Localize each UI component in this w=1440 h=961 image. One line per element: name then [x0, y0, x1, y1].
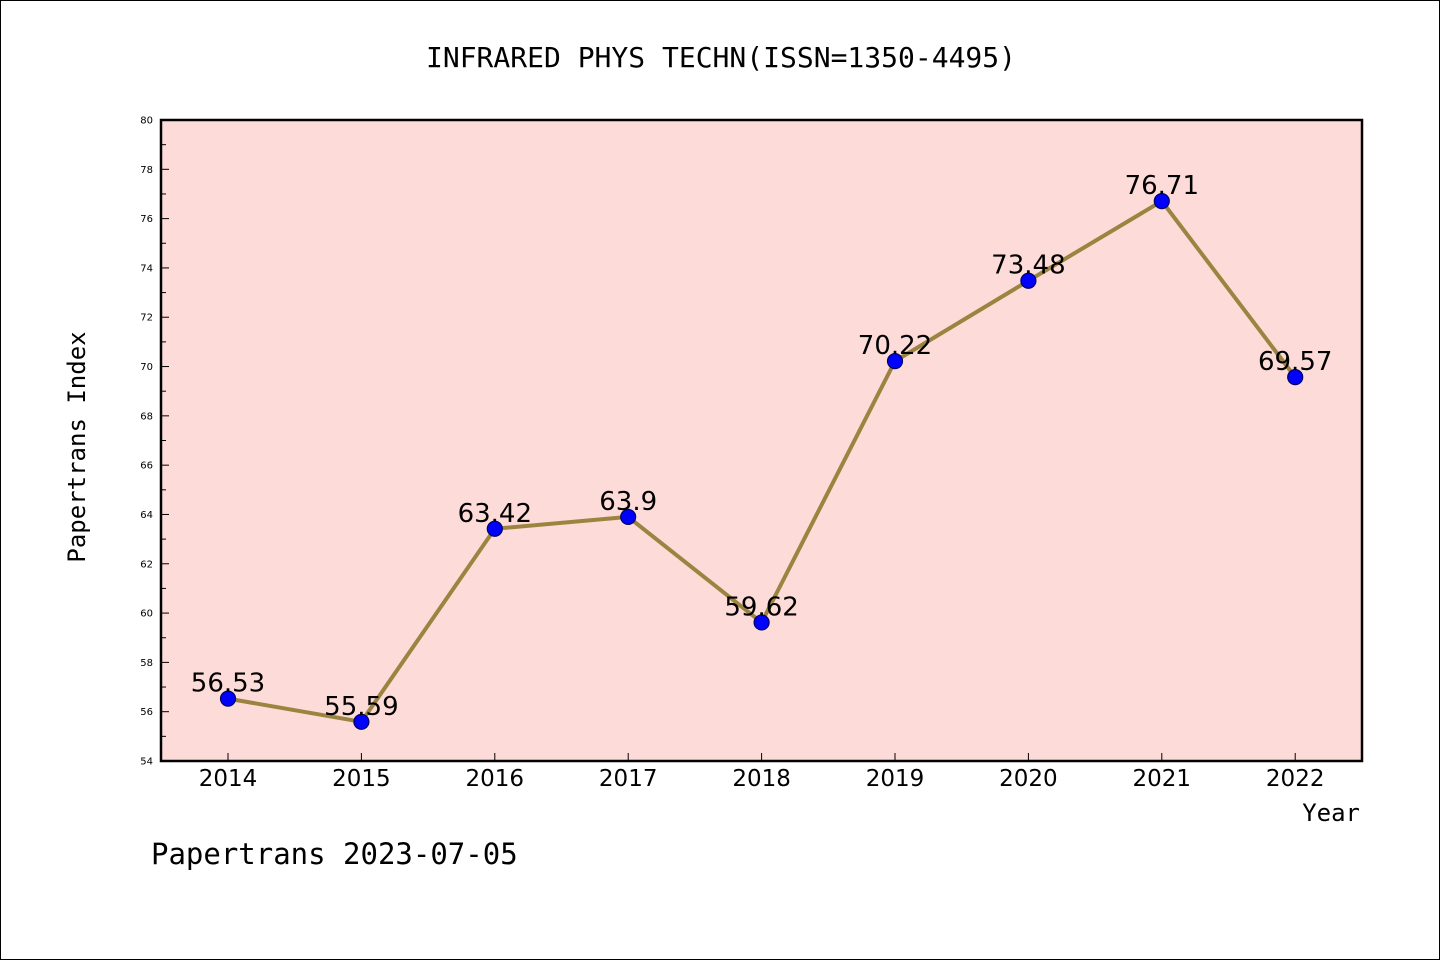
data-label-2019: 70.22 [858, 331, 932, 361]
y-tick-label-3: 60 [140, 609, 153, 620]
x-axis-label: Year [1302, 799, 1360, 827]
x-tick-label-4: 2018 [732, 766, 791, 792]
y-axis-label: Papertrans Index [63, 331, 91, 562]
data-labels-layer: 56.53 55.59 63.42 63.9 59.62 70.22 73.48 76.71 6… [191, 171, 1333, 722]
y-tick-label-13: 80 [140, 116, 153, 127]
x-tick-label-0: 2014 [199, 766, 258, 792]
x-tick-label-2: 2016 [466, 766, 525, 792]
data-point-2016 [486, 520, 503, 537]
series-layer [219, 193, 1304, 730]
data-label-2015: 55.59 [324, 692, 398, 722]
y-tick-label-6: 66 [140, 461, 153, 472]
x-tick-label-5: 2019 [866, 766, 925, 792]
data-point-2014 [219, 690, 237, 707]
y-tick-label-7: 68 [140, 411, 153, 422]
y-tick-label-1: 56 [140, 707, 153, 718]
data-point-2022 [1287, 369, 1304, 386]
y-axis-ticks: 54 56 58 60 62 64 66 68 70 72 74 76 78 80 [140, 116, 169, 768]
data-label-2022: 69.57 [1258, 347, 1332, 377]
chart-title: INFRARED PHYS TECHN(ISSN=1350-4495) [426, 41, 1016, 74]
data-label-2014: 56.53 [191, 669, 265, 699]
footer-watermark: Papertrans 2023-07-05 [151, 837, 518, 871]
data-label-2018: 59.62 [724, 592, 798, 622]
plot-area-background [161, 120, 1362, 761]
data-point-2017 [620, 508, 637, 526]
data-point-2019 [886, 353, 904, 370]
y-tick-label-5: 64 [140, 510, 153, 521]
data-label-2016: 63.42 [458, 499, 532, 529]
y-tick-label-4: 62 [140, 559, 153, 570]
data-point-2020 [1020, 272, 1037, 289]
x-tick-label-7: 2021 [1133, 766, 1192, 792]
x-tick-label-3: 2017 [599, 766, 658, 792]
x-tick-label-1: 2015 [332, 766, 391, 792]
x-axis-ticks: 2014 2015 2016 2017 2018 2019 2020 2021 2022 [199, 753, 1325, 792]
y-tick-label-10: 74 [140, 263, 153, 274]
data-label-2021: 76.71 [1125, 171, 1199, 201]
y-tick-label-11: 76 [140, 214, 153, 225]
data-point-2015 [353, 713, 370, 730]
y-tick-label-8: 70 [140, 362, 153, 373]
x-tick-label-8: 2022 [1266, 766, 1325, 792]
y-tick-label-9: 72 [140, 313, 153, 324]
y-tick-label-0: 54 [140, 757, 153, 768]
y-tick-label-12: 78 [140, 165, 153, 176]
data-point-2018 [753, 614, 770, 631]
y-tick-label-2: 58 [140, 658, 153, 669]
data-label-2017: 63.9 [599, 487, 657, 517]
data-label-2020: 73.48 [991, 251, 1065, 281]
data-point-2021 [1153, 193, 1170, 210]
x-tick-label-6: 2020 [999, 766, 1058, 792]
